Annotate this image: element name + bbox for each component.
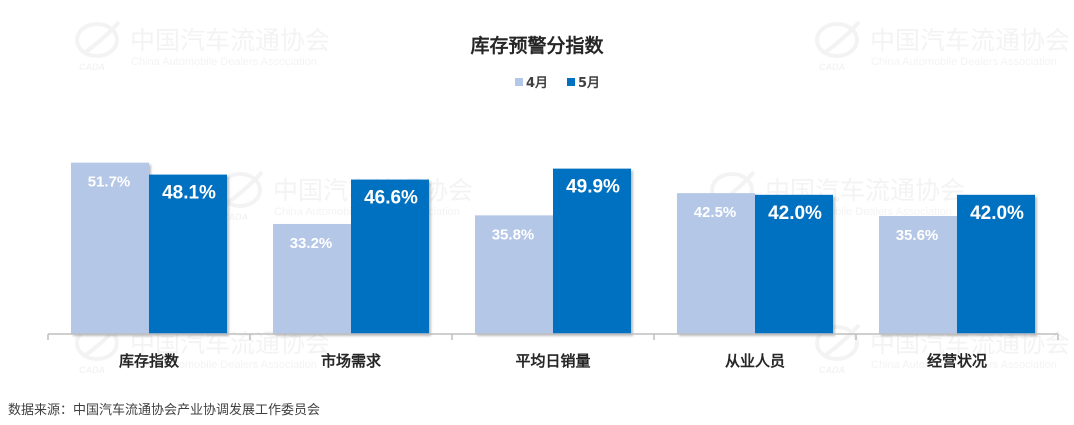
data-label-may: 49.9%: [566, 177, 620, 198]
category-label: 从业人员: [725, 352, 785, 370]
data-label-may: 42.0%: [768, 203, 822, 224]
data-label-apr: 51.7%: [88, 174, 131, 191]
bar-may: [351, 179, 429, 334]
bar-apr: [879, 216, 957, 334]
watermark-swoosh-icon: [821, 323, 861, 359]
category-label: 平均日销量: [515, 352, 590, 370]
watermark-en-text: China Automobile Dealers Association: [871, 56, 1057, 68]
watermark-swoosh-icon: [224, 170, 264, 206]
watermark-swoosh-icon: [81, 20, 121, 56]
watermark-logo-text: CADA: [79, 365, 105, 375]
category-label: 库存指数: [119, 352, 180, 370]
watermark-en-text: China Automobile Dealers Association: [131, 56, 317, 68]
legend-label-may: 5月: [578, 76, 600, 91]
chart-title: 库存预警分指数: [470, 34, 604, 57]
watermark-swoosh-icon: [821, 20, 861, 56]
data-label-apr: 42.5%: [694, 204, 737, 221]
category-label: 经营状况: [927, 352, 987, 370]
bar-may: [957, 194, 1035, 334]
bar-may: [755, 194, 833, 334]
source-note: 数据来源：中国汽车流通协会产业协调发展工作委员会: [8, 403, 321, 418]
watermark-logo-text: CADA: [222, 212, 248, 222]
bar-apr: [71, 162, 149, 334]
bars: 51.7% 48.1% 33.2% 46.6% 35.8% 49.9% 42.5% 42.0%…: [71, 162, 1035, 334]
watermark-logo-text: CADA: [79, 62, 105, 72]
data-label-apr: 35.6%: [896, 227, 939, 244]
legend-swatch-may: [567, 78, 575, 86]
bar-apr: [475, 215, 553, 334]
data-label-apr: 33.2%: [290, 235, 333, 252]
legend-label-apr: 4月: [526, 76, 548, 91]
data-label-may: 48.1%: [162, 183, 216, 204]
watermark-logo-icon: [75, 22, 119, 58]
data-label-apr: 35.8%: [492, 226, 535, 243]
legend: 4月 5月: [515, 76, 600, 91]
bar-apr: [677, 193, 755, 334]
watermark-en-text: China Automobile Dealers Association: [131, 359, 317, 371]
bar-may: [149, 174, 227, 334]
watermark-cn-text: 中国汽车流通协会: [130, 26, 330, 55]
watermark-logo-text: CADA: [819, 365, 845, 375]
bar-may: [553, 168, 631, 334]
data-label-may: 42.0%: [970, 203, 1024, 224]
data-label-may: 46.6%: [364, 188, 418, 209]
bar-apr: [273, 223, 351, 334]
legend-swatch-apr: [515, 78, 523, 86]
x-axis: 库存指数 市场需求 平均日销量 从业人员 经营状况: [47, 333, 1059, 370]
category-label: 市场需求: [321, 352, 382, 370]
watermark-cn-text: 中国汽车流通协会: [870, 26, 1070, 55]
watermark-en-text: China Automobile Dealers Association: [871, 359, 1057, 371]
watermark-logo-icon: [815, 22, 859, 58]
watermark-logo-text: CADA: [819, 62, 845, 72]
watermark-logo-icon: [815, 325, 859, 361]
